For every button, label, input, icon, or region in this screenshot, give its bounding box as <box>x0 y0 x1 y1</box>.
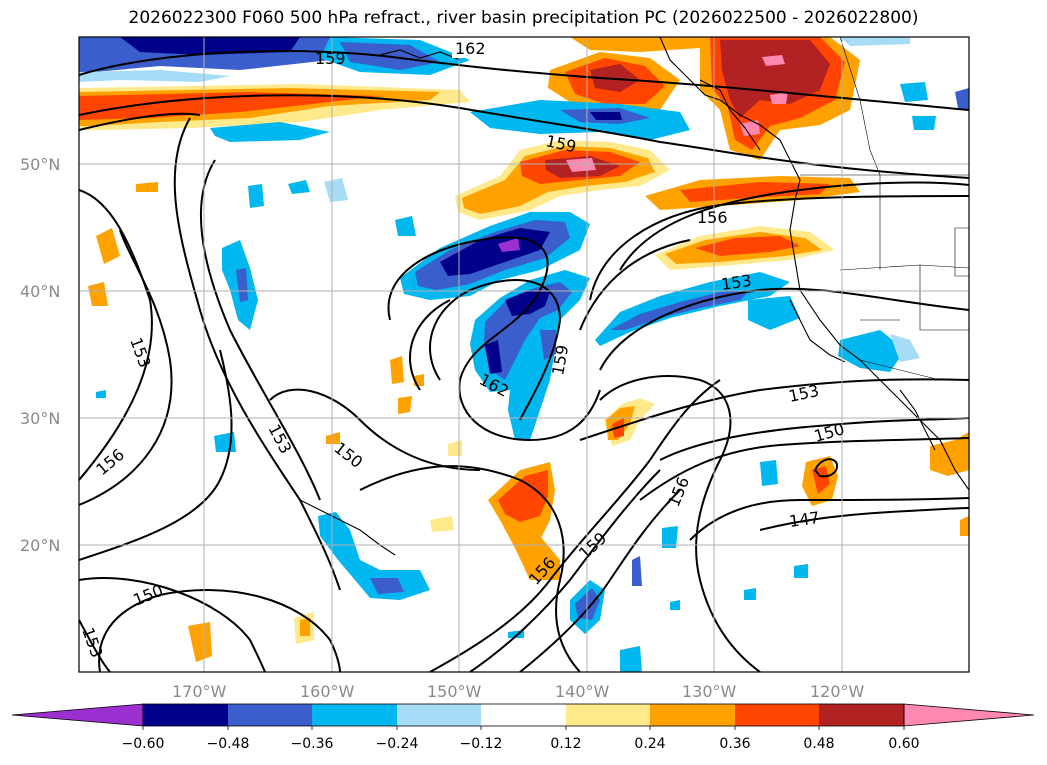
contour-label: 159 <box>315 49 346 68</box>
map-title: 2026022300 F060 500 hPa refract., river … <box>128 8 919 28</box>
contour-label: 162 <box>455 39 486 58</box>
longitude-labels: 170°W 160°W 150°W 140°W 130°W 120°W <box>172 682 865 701</box>
colorbar-segment <box>650 704 735 726</box>
lat-label: 20°N <box>20 536 60 555</box>
lon-label: 160°W <box>300 682 355 701</box>
colorbar-tick-label: −0.60 <box>122 736 165 752</box>
colorbar-extend-high <box>903 703 1035 727</box>
colorbar-tick-label: 0.48 <box>803 736 834 752</box>
political-borders <box>800 37 969 381</box>
colorbar-tick-label: 0.60 <box>888 736 919 752</box>
contour-label: 153 <box>720 271 753 294</box>
colorbar-tick-label: 0.36 <box>719 736 750 752</box>
colorbar-segment <box>566 704 650 726</box>
colorbar: −0.60 −0.48 −0.36 −0.24 −0.12 0.12 0.24 … <box>11 703 1035 752</box>
lon-label: 130°W <box>682 682 737 701</box>
colorbar-tick-label: 0.12 <box>550 736 581 752</box>
colorbar-ticks <box>142 726 905 730</box>
lon-label: 120°W <box>810 682 865 701</box>
colorbar-segment <box>143 704 228 726</box>
graticule <box>79 37 969 672</box>
latitude-labels: 50°N 40°N 30°N 20°N <box>20 155 60 555</box>
colorbar-segment <box>312 704 397 726</box>
map-frame <box>78 36 970 673</box>
precip-shading <box>79 37 969 672</box>
lat-label: 50°N <box>20 155 60 174</box>
contours <box>79 50 969 672</box>
map-area: 162 159 159 156 153 153 153 162 159 150 … <box>79 37 969 672</box>
contour-label: 147 <box>788 508 821 531</box>
lon-label: 170°W <box>172 682 227 701</box>
colorbar-tick-label: −0.24 <box>376 736 419 752</box>
lat-label: 40°N <box>20 282 60 301</box>
colorbar-extend-low <box>11 703 144 727</box>
colorbar-segment <box>735 704 819 726</box>
lon-label: 140°W <box>555 682 610 701</box>
lon-label: 150°W <box>427 682 482 701</box>
colorbar-segment <box>397 704 481 726</box>
colorbar-tick-label: −0.36 <box>291 736 334 752</box>
lat-label: 30°N <box>20 409 60 428</box>
colorbar-tick-label: −0.48 <box>207 736 250 752</box>
colorbar-segment <box>481 704 566 726</box>
colorbar-segment <box>228 704 312 726</box>
colorbar-tick-label: −0.12 <box>460 736 503 752</box>
colorbar-tick-label: 0.24 <box>634 736 665 752</box>
contour-label: 156 <box>697 208 728 227</box>
colorbar-segment <box>819 704 904 726</box>
